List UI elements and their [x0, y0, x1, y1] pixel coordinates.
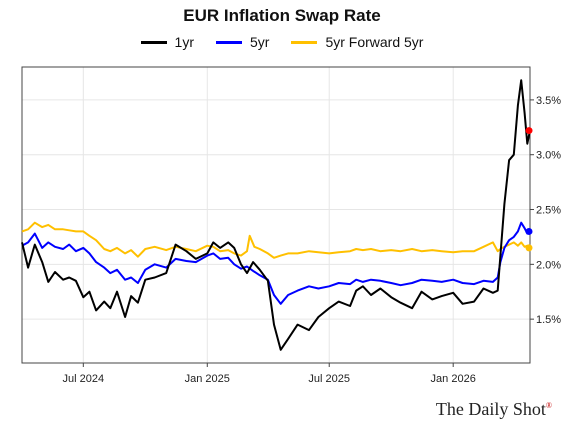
x-tick-label: Jan 2026 [431, 373, 476, 385]
y-tick-label: 3.5% [536, 95, 561, 107]
y-tick-label: 2.0% [536, 259, 561, 271]
end-marker-5yr-forward-5yr [525, 244, 533, 252]
plot-frame [21, 66, 531, 364]
x-tick-label: Jul 2025 [308, 373, 350, 385]
chart-title: EUR Inflation Swap Rate [183, 6, 381, 25]
x-tick-label: Jul 2024 [63, 373, 105, 385]
legend-label-5y5y: 5yr Forward 5yr [325, 34, 424, 50]
legend-item-1yr: 1yr [140, 34, 194, 50]
legend-swatch-5y5y [291, 40, 318, 44]
watermark-logo: The Daily Shot® [436, 399, 552, 420]
series-line-1yr [21, 79, 531, 351]
x-tick-label: Jan 2025 [185, 373, 230, 385]
y-tick-label: 1.5% [536, 314, 561, 326]
legend-swatch-5yr [215, 40, 242, 44]
end-marker-1yr [525, 127, 533, 135]
watermark-text: The Daily Shot [435, 399, 546, 419]
legend-label-1yr: 1yr [174, 34, 194, 50]
series-line-5yr [21, 221, 531, 305]
y-tick-label: 3.0% [536, 150, 561, 162]
legend-item-5y5y: 5yr Forward 5yr [291, 34, 423, 50]
series-line-5yr-forward-5yr [21, 221, 531, 259]
legend-swatch-1yr [140, 40, 167, 44]
legend-item-5yr: 5yr [215, 34, 270, 50]
end-marker-5yr [525, 227, 533, 235]
watermark-mark: ® [545, 401, 552, 410]
chart-legend: 1yr 5yr 5yr Forward 5yr [0, 34, 564, 50]
y-tick-label: 2.5% [536, 205, 561, 217]
legend-label-5yr: 5yr [249, 34, 270, 50]
